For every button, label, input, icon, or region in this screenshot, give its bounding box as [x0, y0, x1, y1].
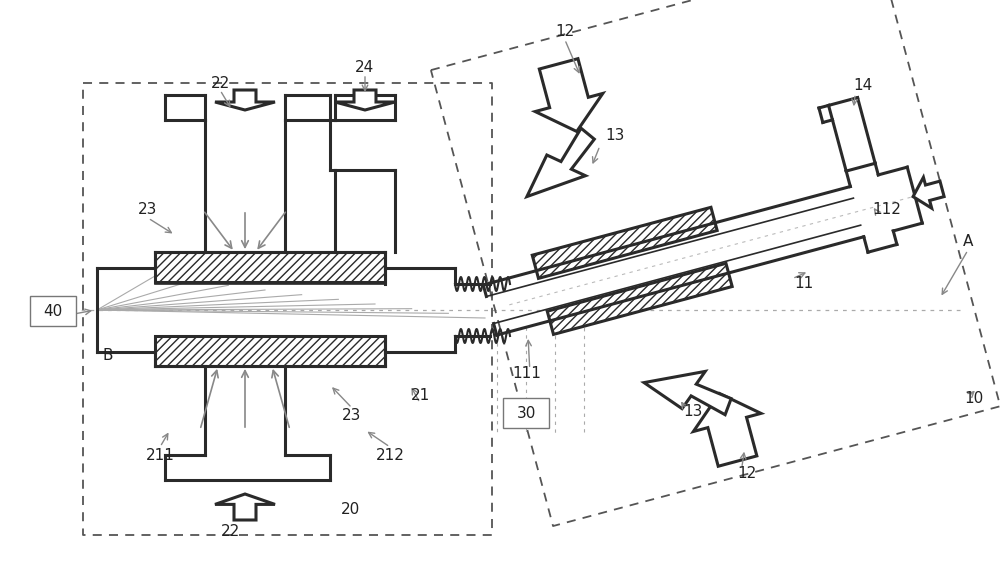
Text: 11: 11 [795, 276, 814, 291]
Text: A: A [963, 235, 973, 249]
Text: 21: 21 [410, 387, 430, 403]
Polygon shape [913, 177, 944, 208]
Text: 40: 40 [43, 304, 63, 319]
Text: 14: 14 [854, 78, 873, 93]
Text: 24: 24 [355, 59, 375, 74]
Text: 111: 111 [512, 366, 541, 381]
FancyBboxPatch shape [503, 398, 549, 428]
Polygon shape [335, 90, 395, 110]
Text: 13: 13 [605, 128, 625, 143]
Text: 22: 22 [210, 76, 230, 90]
Text: 211: 211 [146, 447, 174, 463]
Text: 112: 112 [872, 201, 901, 217]
Text: 12: 12 [737, 466, 756, 480]
Text: 22: 22 [220, 525, 240, 539]
Polygon shape [535, 59, 603, 132]
Text: 23: 23 [342, 407, 362, 423]
FancyBboxPatch shape [30, 296, 76, 326]
Polygon shape [547, 263, 732, 335]
Bar [155, 252, 385, 282]
Text: 12: 12 [555, 24, 574, 39]
Text: B: B [103, 348, 113, 363]
Polygon shape [527, 128, 594, 197]
Text: 13: 13 [683, 404, 702, 419]
Polygon shape [215, 494, 275, 520]
Text: 212: 212 [376, 447, 404, 463]
Polygon shape [532, 207, 717, 279]
Text: 30: 30 [516, 406, 536, 420]
Bar [155, 336, 385, 366]
Polygon shape [644, 371, 731, 415]
Text: 20: 20 [340, 502, 360, 518]
Polygon shape [215, 90, 275, 110]
Text: 10: 10 [965, 391, 984, 407]
Text: 23: 23 [138, 202, 158, 217]
Polygon shape [693, 394, 761, 466]
